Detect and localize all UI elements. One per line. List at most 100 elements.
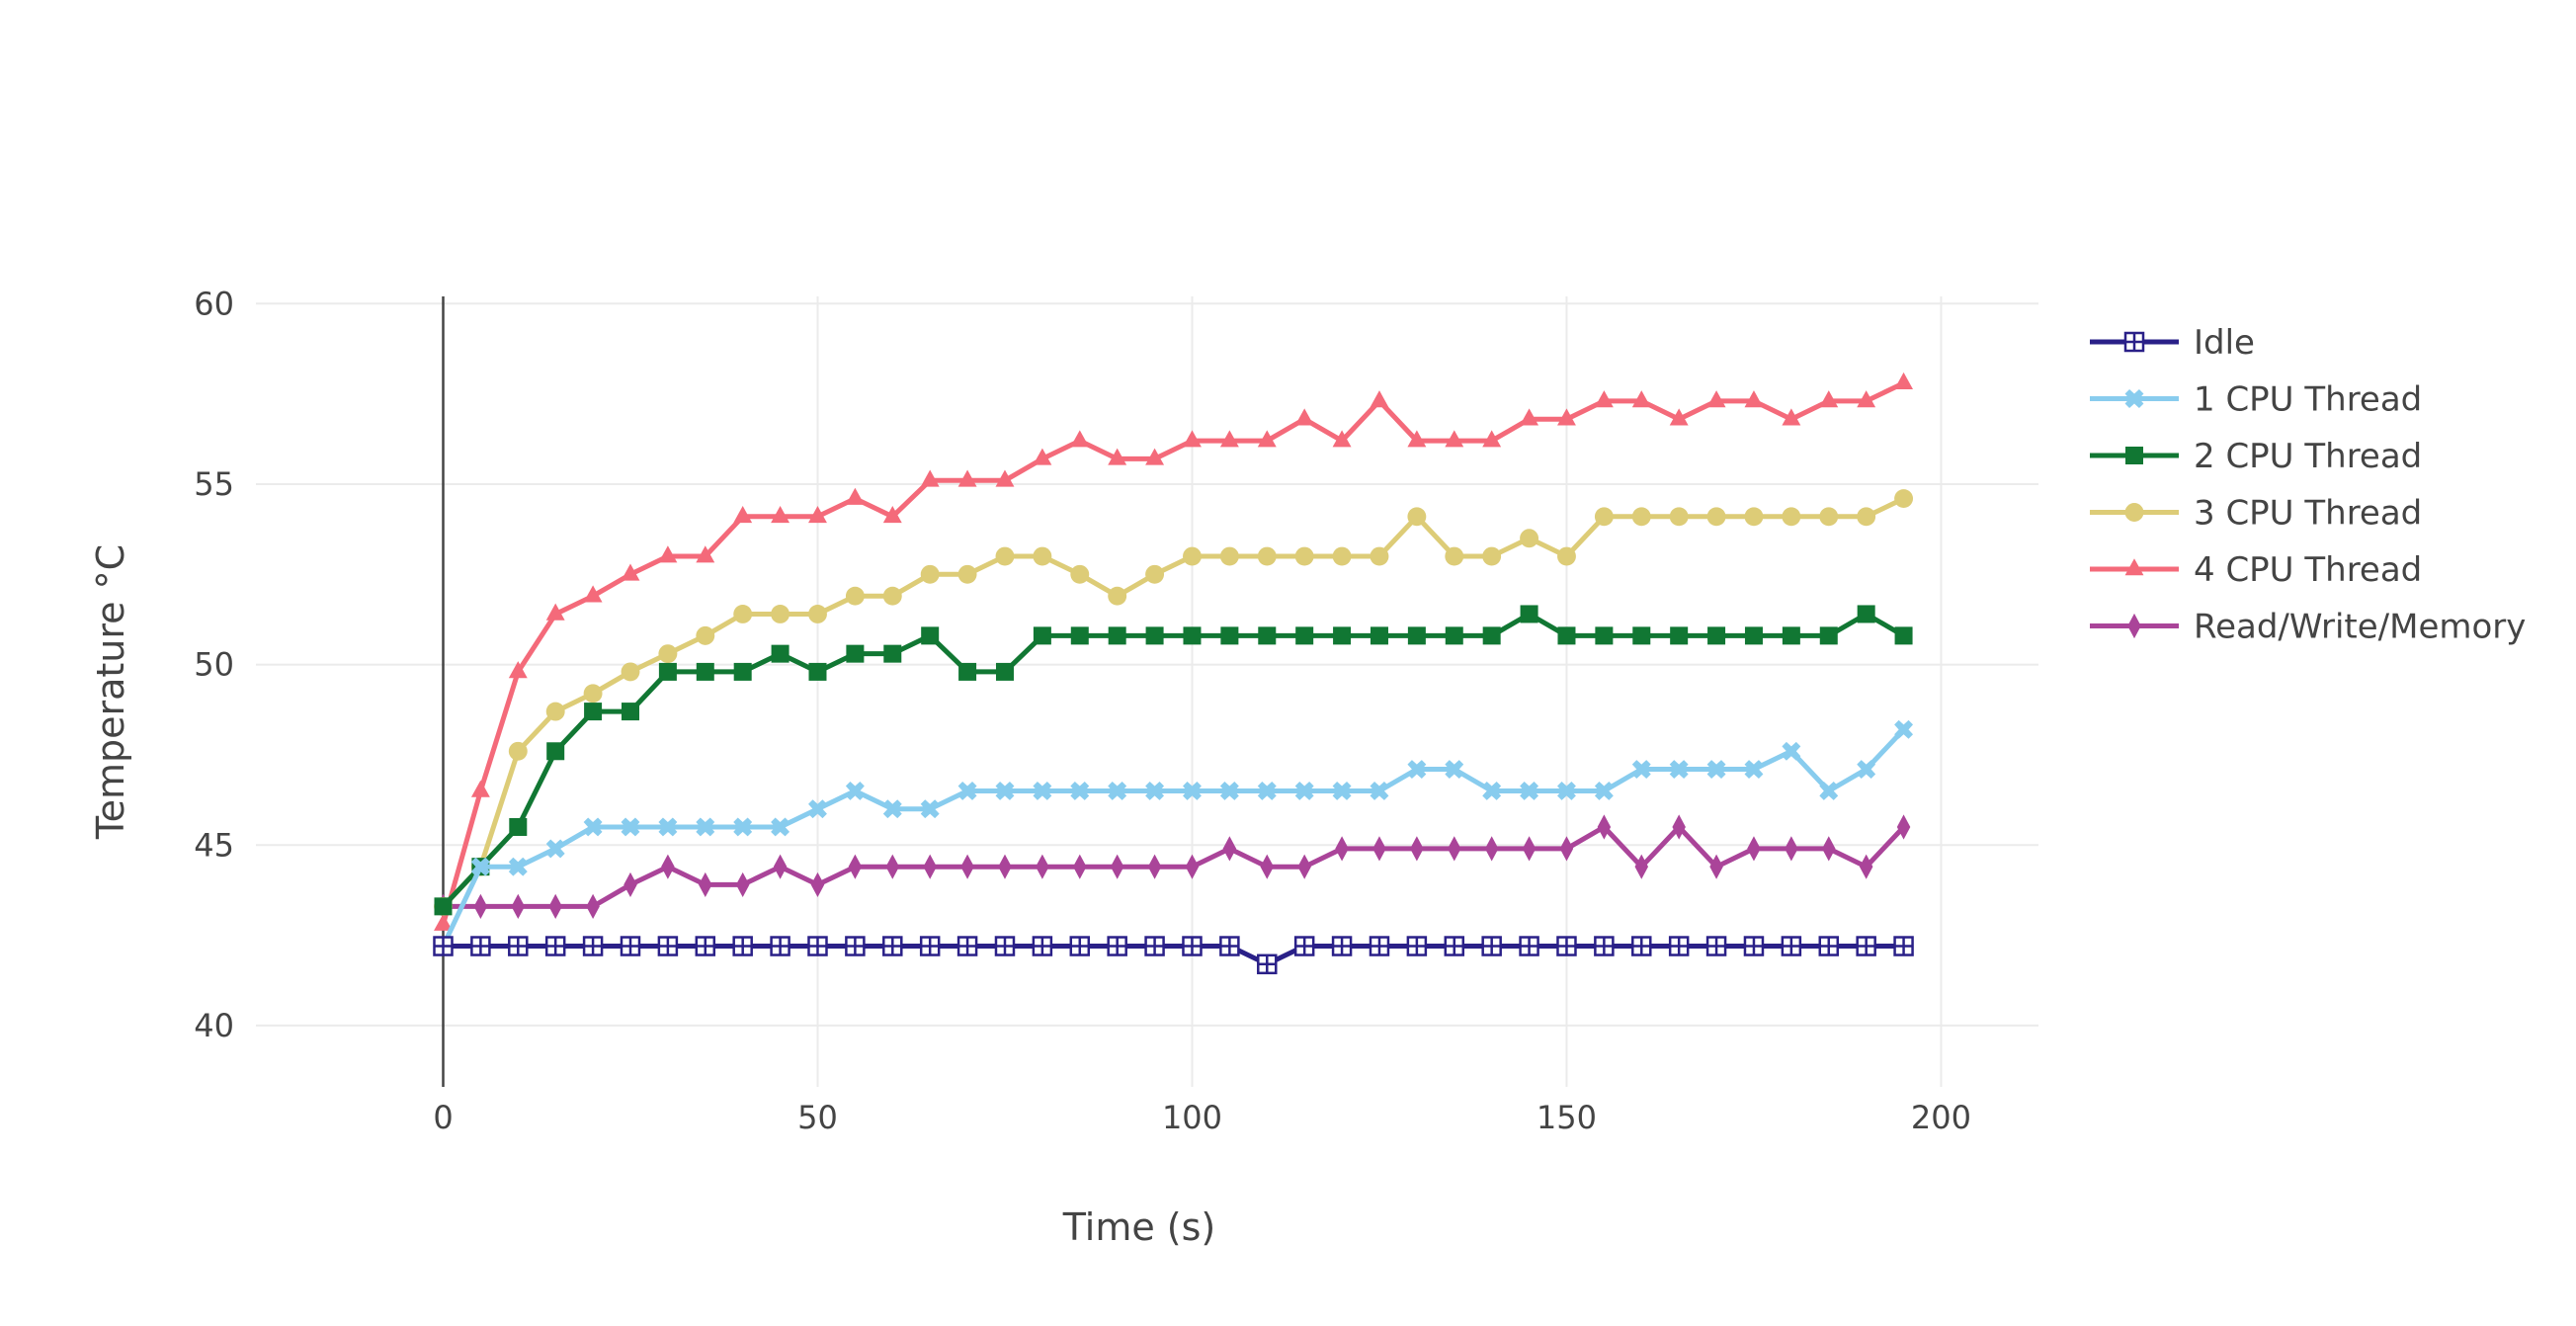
data-point <box>1894 372 1914 389</box>
legend-item-2-cpu-thread[interactable]: 2 CPU Thread <box>2090 437 2422 476</box>
legend-item-1-cpu-thread[interactable]: 1 CPU Thread <box>2090 380 2422 420</box>
data-point <box>583 684 603 704</box>
data-point <box>1819 782 1839 800</box>
data-point <box>1445 430 1464 448</box>
data-point <box>1706 507 1726 527</box>
y-tick-label: 60 <box>194 285 234 322</box>
data-point <box>1185 854 1200 879</box>
data-point <box>1597 814 1612 840</box>
data-point <box>1033 626 1051 645</box>
data-point-cross <box>1894 937 1913 955</box>
data-point <box>732 936 753 956</box>
data-point <box>920 799 940 819</box>
data-point <box>1108 586 1127 606</box>
x-tick-label: 50 <box>797 1099 838 1136</box>
data-point <box>584 703 603 721</box>
data-point <box>845 586 865 606</box>
data-point <box>1370 390 1389 408</box>
data-point <box>1257 546 1277 566</box>
data-point <box>808 799 827 819</box>
data-point <box>434 897 453 916</box>
data-point <box>1631 936 1652 956</box>
data-point <box>548 893 562 919</box>
data-point <box>2124 503 2144 522</box>
data-point-cross <box>771 937 789 955</box>
data-point <box>994 936 1016 956</box>
data-point-cross <box>1707 937 1726 955</box>
y-tick-label: 40 <box>194 1007 234 1044</box>
data-point-cross <box>509 937 528 955</box>
data-point <box>885 854 900 879</box>
data-point <box>1182 936 1203 956</box>
data-point <box>995 782 1015 800</box>
x-tick-label: 100 <box>1162 1099 1222 1136</box>
legend-item-3-cpu-thread[interactable]: 3 CPU Thread <box>2090 494 2422 534</box>
data-point <box>1257 430 1277 448</box>
data-point <box>1333 626 1352 645</box>
data-point <box>473 893 488 919</box>
data-point <box>771 506 790 524</box>
data-point <box>921 626 940 645</box>
legend-item-idle[interactable]: Idle <box>2090 323 2255 363</box>
y-tick-label: 45 <box>194 826 234 864</box>
data-point <box>1033 448 1052 465</box>
data-point <box>770 936 790 956</box>
data-point-cross <box>1445 937 1463 955</box>
data-point <box>1297 854 1311 879</box>
data-point <box>1183 782 1202 800</box>
series-4-cpu-thread <box>434 372 1914 931</box>
data-point <box>583 585 603 603</box>
data-point <box>621 662 640 682</box>
data-point <box>1257 782 1277 800</box>
data-point <box>1594 936 1615 956</box>
data-point-cross <box>1370 937 1388 955</box>
data-point <box>882 936 903 956</box>
data-point <box>956 936 978 956</box>
x-axis-title: Time (s) <box>1062 1205 1216 1249</box>
legend-label: 4 CPU Thread <box>2194 550 2422 590</box>
data-point <box>508 661 528 679</box>
legend-item-read-write-memory[interactable]: Read/Write/Memory <box>2090 608 2526 647</box>
x-tick-label: 0 <box>433 1099 453 1136</box>
data-point <box>1219 782 1239 800</box>
data-point <box>1595 626 1614 645</box>
data-point <box>1707 626 1726 645</box>
data-point <box>920 564 940 584</box>
data-point <box>1670 626 1689 645</box>
data-point <box>1335 836 1349 862</box>
data-point <box>1448 836 1461 862</box>
data-point <box>1631 390 1651 408</box>
data-point <box>1672 814 1686 840</box>
data-point-cross <box>1595 937 1614 955</box>
data-point <box>771 644 789 663</box>
data-point <box>1894 489 1914 509</box>
series-3-cpu-thread <box>434 489 1914 916</box>
data-point <box>511 893 526 919</box>
series-line <box>441 380 1905 926</box>
data-point <box>1857 507 1876 527</box>
data-point <box>1145 448 1165 465</box>
data-point <box>810 871 825 898</box>
data-point <box>1856 936 1876 956</box>
data-point <box>658 644 678 664</box>
data-point <box>1332 782 1352 800</box>
plot-series <box>433 372 1914 975</box>
y-tick-label: 55 <box>194 465 234 503</box>
data-point <box>1033 782 1052 800</box>
legend[interactable]: Idle 1 CPU Thread 2 CPU Thread 3 CPU Thread… <box>2090 323 2526 647</box>
data-point <box>1445 546 1464 566</box>
data-point <box>1669 408 1689 426</box>
legend-item-4-cpu-thread[interactable]: 4 CPU Thread <box>2090 550 2422 590</box>
data-point <box>733 506 753 524</box>
data-point <box>1036 854 1049 879</box>
data-point <box>771 817 790 837</box>
data-point <box>582 936 604 956</box>
data-point <box>1295 626 1314 645</box>
data-point <box>621 703 639 721</box>
data-point <box>1744 390 1764 408</box>
data-point <box>1822 836 1836 862</box>
data-point <box>1070 430 1090 448</box>
data-point <box>696 662 714 681</box>
series-line <box>441 496 1905 909</box>
data-point <box>1559 836 1574 862</box>
